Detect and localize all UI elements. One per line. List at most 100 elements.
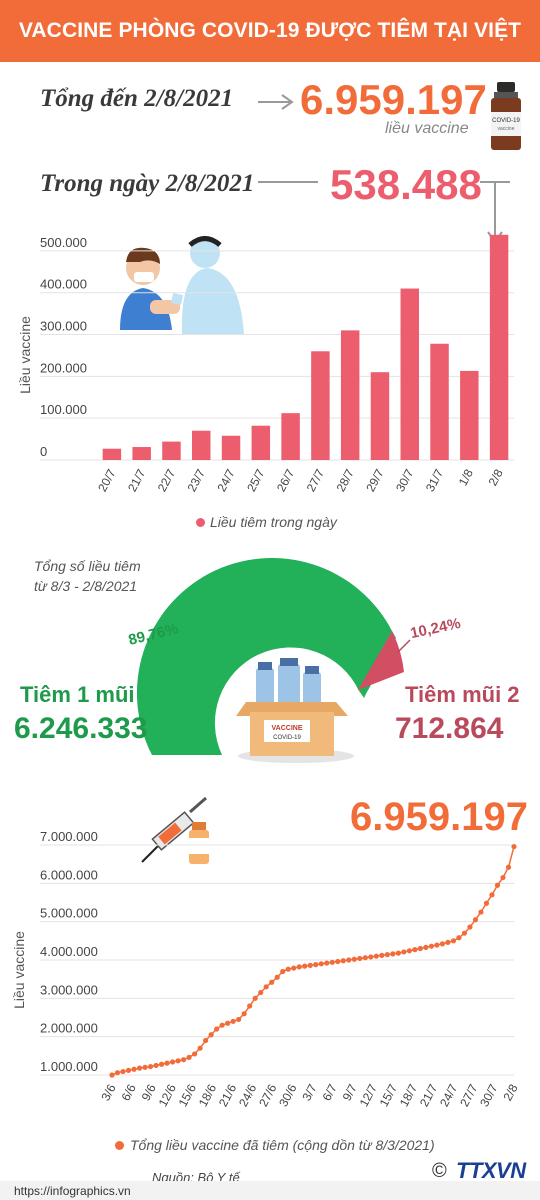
line-x-tick-label: 6/7: [320, 1082, 340, 1104]
cumulative-point: [252, 995, 258, 1001]
cumulative-point: [291, 965, 297, 971]
line-y-tick-label: 3.000.000: [40, 982, 98, 997]
cumulative-point: [125, 1067, 132, 1073]
line-x-tick-label: 21/6: [216, 1082, 239, 1109]
line-y-tick-label: 4.000.000: [40, 944, 98, 959]
cumulative-point: [285, 966, 291, 972]
cumulative-point: [131, 1066, 137, 1072]
total-unit: liều vaccine: [385, 120, 469, 137]
cumulative-point: [406, 948, 412, 954]
footer-bar: [0, 1181, 540, 1200]
legend-bar-label: Liều tiêm trong ngày: [210, 514, 337, 530]
cumulative-point: [434, 942, 440, 948]
cumulative-point: [390, 951, 396, 957]
bar-x-tick-label: 21/7: [125, 467, 148, 494]
cumulative-point: [395, 950, 401, 956]
bar-x-tick-label: 24/7: [214, 467, 237, 494]
total-label: Tổng đến 2/8/2021: [40, 85, 234, 112]
cumulative-point: [175, 1058, 181, 1064]
bar-x-tick-label: 22/7: [155, 467, 178, 494]
bar-30/7: [400, 288, 419, 460]
cumulative-point: [511, 843, 517, 850]
bar-y-axis-title: Liều vaccine: [17, 316, 33, 394]
line-x-tick-label: 27/7: [457, 1082, 480, 1109]
day-value: 538.488: [330, 161, 482, 208]
cumulative-point: [302, 963, 308, 969]
cumulative-point: [258, 989, 264, 996]
cumulative-point: [417, 945, 423, 952]
bar-27/7: [311, 351, 330, 460]
ttxvn-logo: TTXVN: [456, 1158, 526, 1183]
line-x-tick-label: 15/7: [377, 1082, 400, 1109]
line-y-axis-title: Liều vaccine: [11, 931, 27, 1009]
cumulative-point: [483, 900, 490, 906]
second-dose-value: 712.864: [395, 712, 504, 745]
cumulative-point: [225, 1020, 231, 1026]
bar-y-tick-label: 300.000: [40, 319, 87, 334]
bar-x-tick-label: 23/7: [185, 467, 208, 494]
bar-21/7: [132, 447, 151, 460]
box-label: VACCINE: [272, 725, 303, 732]
bar-29/7: [370, 372, 390, 460]
line-x-tick-label: 30/7: [477, 1082, 500, 1109]
cumulative-point: [450, 938, 457, 944]
cumulative-point: [274, 974, 280, 980]
vaccine-vial-icon: COVID-19 vaccine: [491, 82, 521, 150]
donut-caption-line2: từ 8/3 - 2/8/2021: [34, 578, 138, 594]
cumulative-point: [324, 960, 330, 966]
box-sublabel: COVID-19: [273, 735, 301, 741]
cumulative-point: [247, 1003, 253, 1009]
cumulative-point: [158, 1061, 165, 1067]
line-x-tick-label: 12/6: [156, 1082, 179, 1109]
donut-segment-second-dose: [358, 631, 404, 690]
cumulative-point: [307, 962, 313, 968]
bar-x-tick-label: 28/7: [333, 467, 356, 494]
cumulative-line: [111, 846, 515, 1076]
line-y-tick-label: 2.000.000: [40, 1021, 98, 1036]
bar-22/7: [162, 441, 181, 460]
donut-caption-line1: Tổng số liều tiêm: [34, 558, 141, 574]
line-x-tick-label: 15/6: [176, 1082, 199, 1109]
cumulative-point: [192, 1051, 198, 1057]
bar-26/7: [281, 413, 300, 460]
first-dose-percent: 89,76%: [126, 620, 181, 649]
line-x-tick-label: 6/6: [119, 1082, 139, 1104]
cumulative-point: [280, 968, 286, 975]
bar-31/7: [430, 343, 449, 460]
cumulative-point: [379, 952, 385, 958]
cumulative-point: [269, 979, 275, 985]
cumulative-point: [351, 956, 357, 962]
bar-28/7: [340, 330, 360, 460]
cumulative-point: [489, 892, 495, 898]
cumulative-point: [313, 962, 319, 968]
bar-x-tick-label: 27/7: [304, 467, 327, 494]
line-y-tick-label: 5.000.000: [40, 906, 98, 921]
line-y-tick-label: 6.000.000: [40, 867, 98, 882]
line-x-tick-label: 27/6: [256, 1082, 279, 1109]
line-x-tick-label: 18/7: [397, 1082, 420, 1109]
bar-y-tick-label: 400.000: [40, 277, 87, 292]
first-dose-value: 6.246.333: [14, 712, 148, 745]
bar-25/7: [251, 425, 271, 460]
cumulative-point: [467, 924, 473, 930]
cumulative-point: [494, 882, 501, 888]
line-x-tick-label: 18/6: [196, 1082, 219, 1109]
cumulative-point: [384, 952, 390, 958]
bar-20/7: [102, 448, 122, 460]
bar-1/8: [460, 370, 479, 460]
cumulative-point: [456, 935, 462, 941]
bar-y-tick-label: 500.000: [40, 235, 87, 250]
footer-link[interactable]: https://infographics.vn: [14, 1184, 131, 1198]
line-x-tick-label: 3/7: [299, 1082, 319, 1104]
line-x-tick-label: 3/6: [98, 1082, 118, 1104]
cumulative-point: [263, 984, 269, 990]
page-title: VACCINE PHÒNG COVID-19 ĐƯỢC TIÊM TẠI VIỆ…: [18, 19, 522, 104]
cumulative-point: [153, 1062, 159, 1069]
copyright-icon: ©: [432, 1160, 447, 1182]
cumulative-point: [428, 943, 434, 949]
line-x-tick-label: 21/7: [417, 1082, 440, 1109]
cumulative-point: [203, 1037, 209, 1044]
daily-bar-chart: 0 100.000 200.000 300.000 400.000 500.000 20/…: [17, 234, 514, 494]
cumulative-point: [169, 1059, 176, 1065]
vial-brand-line2: vaccine: [498, 126, 515, 132]
